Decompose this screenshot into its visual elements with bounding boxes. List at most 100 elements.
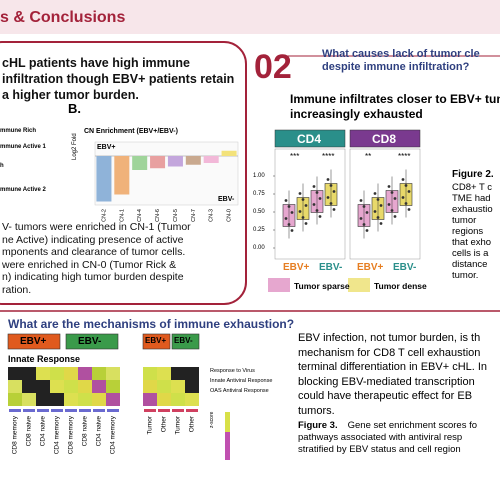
column-label: CD8 memory: [12, 415, 19, 454]
heat-cell: [143, 393, 157, 406]
point: [332, 208, 336, 211]
point: [315, 209, 319, 212]
chart-title: CN Enrichment (EBV+/EBV-): [84, 128, 178, 135]
heat-cell: [36, 380, 50, 393]
heat-cell: [157, 367, 171, 380]
heat-cell: [185, 393, 199, 406]
bar: [185, 156, 201, 165]
point: [376, 198, 380, 201]
legend-swatch: [268, 278, 290, 292]
heat-cell: [78, 393, 92, 406]
paragraph: V- tumors were enriched in CN-1 (Tumor: [2, 221, 191, 233]
point: [401, 196, 405, 199]
x-tick-label: CN-4: [137, 209, 143, 222]
heat-cell: [78, 367, 92, 380]
color-scale: [225, 412, 230, 432]
panel-header: [274, 129, 346, 148]
heading: What are the mechanisms of immune exhaus…: [8, 317, 295, 331]
question: What causes lack of tumor cle: [322, 48, 480, 60]
column-label: Other: [161, 415, 168, 432]
significance: ****: [322, 152, 335, 161]
heat-cell: [22, 367, 36, 380]
panel-title: CD4: [297, 132, 322, 146]
point: [362, 223, 366, 226]
row-label: Response to Virus: [210, 368, 255, 374]
heat-cell: [8, 367, 22, 380]
point: [365, 229, 369, 232]
subtitle: Immune infiltrates closer to EBV+ tum: [290, 92, 500, 106]
heading: infiltration though EBV+ patients retain: [2, 72, 235, 86]
y-tick-label: 0.50: [253, 209, 265, 215]
point: [312, 203, 316, 206]
point: [404, 184, 408, 187]
column-color: [37, 409, 49, 412]
y-tick-label: 0.75: [253, 191, 265, 197]
point: [304, 222, 308, 225]
heat-cell: [22, 393, 36, 406]
heat-cell: [8, 380, 22, 393]
point: [301, 216, 305, 219]
caption: pathways associated with antiviral resp: [298, 432, 463, 443]
x-tick-label: CN-6: [155, 209, 161, 222]
point: [287, 205, 291, 208]
point: [376, 216, 380, 219]
caption: CD8+ T c: [452, 182, 493, 193]
point: [404, 202, 408, 205]
row-label: mmune Active 1: [0, 144, 46, 150]
heat-cell: [8, 393, 22, 406]
point: [332, 190, 336, 193]
point: [390, 209, 394, 212]
point: [326, 196, 330, 199]
caption: tumor.: [452, 270, 479, 281]
caption-title: Figure 2.: [452, 169, 494, 180]
point: [390, 191, 394, 194]
legend-label: Tumor dense: [374, 281, 427, 291]
group-label: EBV-: [174, 336, 193, 345]
caption: regions: [452, 226, 484, 237]
bar: [203, 156, 219, 163]
bar: [167, 156, 183, 167]
point: [284, 199, 288, 202]
column-color: [158, 409, 170, 412]
column-color: [186, 409, 198, 412]
caption: TME had: [452, 193, 491, 204]
heat-cell: [78, 380, 92, 393]
paragraph: n) indicating high tumor burden despite: [2, 271, 184, 284]
group-label: EBV-: [319, 262, 343, 273]
y-label: Log2 Fold: [72, 133, 78, 160]
bar: [150, 156, 166, 169]
heat-cell: [64, 367, 78, 380]
heading: cHL patients have high immune: [2, 56, 191, 70]
heat-cell: [106, 367, 120, 380]
legend-swatch: [348, 278, 370, 292]
column-label: CD8 naive: [26, 416, 33, 447]
heat-cell: [92, 393, 106, 406]
bar: [114, 156, 130, 195]
x-tick-label: CN-5: [173, 209, 179, 222]
heat-cell: [171, 393, 185, 406]
caption: that exho: [452, 237, 492, 248]
question: despite immune infiltration?: [322, 61, 470, 73]
group-header: [7, 333, 61, 350]
bar: [132, 156, 148, 170]
annotation: EBV-: [218, 196, 235, 203]
point: [298, 210, 302, 213]
heat-cell: [185, 367, 199, 380]
heat-cell: [36, 393, 50, 406]
significance: ****: [398, 152, 411, 161]
y-tick-label: 0.00: [253, 245, 265, 251]
column-label: CD8 memory: [68, 415, 75, 454]
caption-title: Figure 3.: [298, 420, 338, 431]
paragraph: mechanism for CD8 T cell exhaustion: [298, 346, 481, 359]
point: [326, 178, 330, 181]
header-title: s & Conclusions: [0, 9, 126, 26]
section-number: 02: [254, 48, 292, 86]
point: [407, 190, 411, 193]
point: [301, 198, 305, 201]
column-color: [23, 409, 35, 412]
heat-cell: [64, 393, 78, 406]
caption: cells is a: [452, 248, 489, 259]
point: [287, 223, 291, 226]
point: [312, 185, 316, 188]
